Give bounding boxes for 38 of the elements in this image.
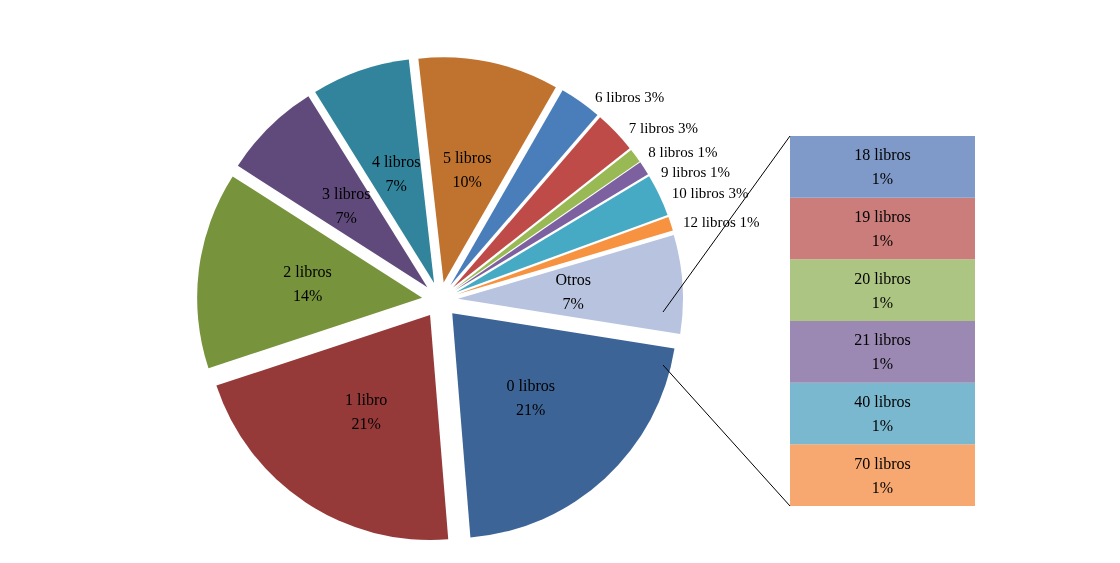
series-label: 20 libros (854, 269, 911, 287)
series-label: 18 libros (854, 146, 911, 164)
slice-label: 12 libros 1% (682, 213, 760, 230)
slice-label: 2 libros (283, 262, 332, 280)
data-label: 1% (871, 170, 894, 188)
bar (790, 136, 975, 198)
series-label: 21 libros (854, 331, 911, 349)
slice-label: 7 libros 3% (628, 119, 699, 136)
data-label: 7% (385, 177, 407, 195)
data-label: 7% (562, 294, 584, 312)
slice-label: 4 libros (371, 153, 421, 171)
series-label: 19 libros (854, 208, 911, 225)
slice-label: 10 libros 3% (671, 184, 749, 201)
series-label: 70 libros (854, 454, 911, 472)
data-label: 1% (871, 232, 894, 249)
bar (790, 321, 975, 383)
data-label: 10% (452, 172, 482, 190)
data-label: 1% (871, 293, 894, 311)
data-label: 21% (351, 414, 381, 432)
slice-label: Otros (555, 270, 591, 288)
bar (790, 259, 975, 321)
data-label: 1% (871, 355, 894, 373)
slice-label: 0 libros (506, 377, 555, 395)
data-label: 1% (871, 417, 894, 434)
slice-label: 9 libros 1% (660, 163, 731, 180)
data-label: 1% (871, 478, 894, 496)
slice-label: 5 libros (442, 148, 492, 166)
data-label: 7% (335, 208, 357, 226)
slice-label: 1 libro (345, 390, 388, 408)
data-label: 21% (516, 401, 546, 419)
bar (790, 197, 975, 260)
slice-label: 6 libros 3% (595, 88, 665, 105)
slice-label: 8 libros 1% (648, 144, 718, 161)
bar (790, 382, 975, 445)
slice-label: 3 libros (321, 184, 371, 202)
series-label: 40 libros (854, 393, 911, 410)
data-label: 14% (292, 286, 323, 304)
bar (790, 444, 975, 506)
